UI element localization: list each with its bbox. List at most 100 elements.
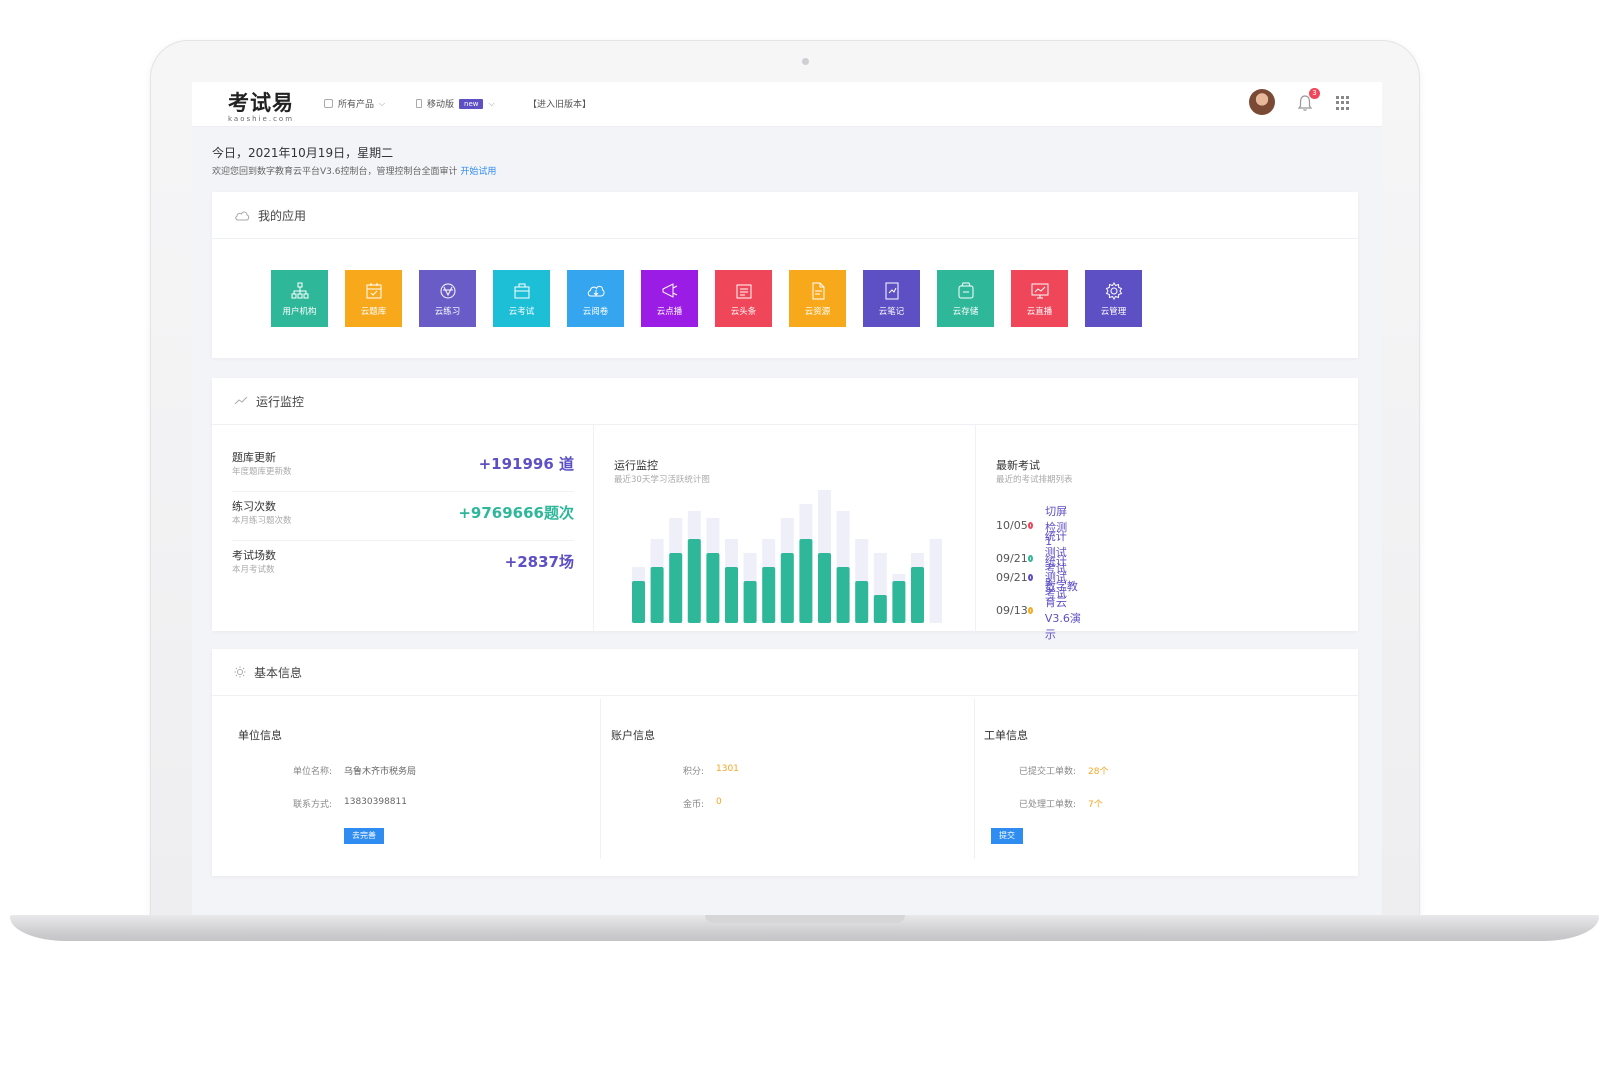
chart-column: 运行监控 最近30天学习活跃统计图 (594, 425, 975, 631)
app-tiles: 用户机构 云题库 云练习 云考试 云阅卷 云点播 云头条 云资源 云笔记 云存储 云直播 云管理 (271, 270, 1142, 327)
app-label: 云头条 (730, 306, 757, 317)
app-label: 云资源 (804, 306, 831, 317)
app-label: 云点播 (656, 306, 683, 317)
nav-mobile[interactable]: 移动版 new ⌵ (416, 97, 495, 110)
bar (743, 581, 757, 623)
new-badge: new (459, 98, 484, 109)
document-icon (812, 282, 824, 299)
logo[interactable]: 考试易 kaoshie.com (228, 87, 294, 123)
bar (799, 539, 813, 623)
status-dot-icon (1027, 606, 1033, 614)
welcome-text: 欢迎您回到数字教育云平台V3.6控制台，管理控制台全面审计 (212, 167, 458, 177)
cloud-icon (235, 211, 250, 220)
app-label: 云笔记 (878, 306, 905, 317)
trend-icon (234, 396, 248, 405)
divider (975, 425, 976, 631)
app-label: 云考试 (508, 306, 535, 317)
app-tile[interactable]: 云考试 (493, 270, 550, 327)
divider (593, 425, 594, 631)
bar (687, 539, 701, 623)
app-tile[interactable]: 云点播 (641, 270, 698, 327)
apps-panel-header: 我的应用 (212, 192, 1358, 239)
stat-sub: 本月考试数 (232, 565, 275, 575)
storage-icon (958, 282, 973, 298)
notification-count: 3 (1309, 88, 1320, 99)
stat-sub: 本月练习题次数 (232, 516, 292, 526)
stat-row: 考试场数 本月考试数 +2837场 (232, 541, 574, 589)
unit-name-value: 乌鲁木齐市税务局 (344, 767, 417, 777)
stat-title: 题库更新 (232, 451, 276, 464)
submitted-tickets-value: 28个 (1088, 767, 1109, 777)
cloud-icon (587, 285, 605, 296)
greeting-date: 今日，2021年10月19日，星期二 (212, 146, 394, 160)
processed-tickets-value: 7个 (1088, 800, 1103, 810)
activity-bar-chart (632, 490, 942, 623)
exam-date: 10/05 (996, 519, 1028, 532)
exams-title: 最新考试 (996, 459, 1040, 472)
app-tile[interactable]: 云笔记 (863, 270, 920, 327)
apps-panel: 我的应用 用户机构 云题库 云练习 云考试 云阅卷 云点播 云头条 云资源 云笔记 云存储 云直播 云… (212, 192, 1358, 358)
stat-row: 练习次数 本月练习题次数 +9769666题次 (232, 492, 574, 541)
laptop-notch (705, 915, 905, 923)
bar (855, 581, 869, 623)
processed-tickets-label: 已处理工单数: (1018, 800, 1076, 810)
nav-old-version[interactable]: 【进入旧版本】 (528, 97, 591, 110)
stat-value: +9769666题次 (458, 504, 574, 522)
app-label: 云题库 (360, 306, 387, 317)
app-tile[interactable]: 云管理 (1085, 270, 1142, 327)
app-tile[interactable]: 云存储 (937, 270, 994, 327)
start-trial-link[interactable]: 开始试用 (460, 167, 497, 177)
app-tile[interactable]: 云练习 (419, 270, 476, 327)
phone-icon (416, 99, 422, 108)
exam-row[interactable]: 09/21 统计测试考试 (996, 553, 1070, 601)
stat-value: +2837场 (504, 553, 574, 571)
gear-icon (1105, 281, 1122, 300)
apps-panel-title: 我的应用 (258, 208, 307, 223)
info-panel-title: 基本信息 (254, 665, 303, 680)
app-label: 云存储 (952, 306, 979, 317)
complete-info-button[interactable]: 去完善 (344, 828, 384, 844)
exam-name: 切屏检测1 (1045, 505, 1068, 548)
app-tile[interactable]: 云题库 (345, 270, 402, 327)
bar (836, 567, 850, 623)
chevron-down-icon: ⌵ (379, 98, 386, 108)
ticket-info-title: 工单信息 (984, 729, 1028, 742)
exam-row[interactable]: 10/05 切屏检测1 (996, 503, 1070, 548)
exam-date: 09/13 (996, 603, 1028, 617)
status-dot-icon (1027, 522, 1034, 529)
nav-label: 【进入旧版本】 (528, 100, 592, 110)
org-icon (291, 282, 308, 298)
app-tile[interactable]: 云头条 (715, 270, 772, 327)
apps-grid-icon[interactable] (1336, 96, 1350, 110)
exam-row[interactable]: 09/13 数字教育云V3.6演示 (996, 578, 1084, 642)
exam-date: 09/21 (996, 570, 1028, 584)
screen-icon (1031, 283, 1048, 298)
avatar[interactable] (1249, 89, 1275, 115)
unit-name-row: 单位名称: 乌鲁木齐市税务局 (272, 764, 416, 777)
greeting-welcome: 欢迎您回到数字教育云平台V3.6控制台，管理控制台全面审计 开始试用 (212, 164, 496, 177)
info-panel-header: 基本信息 (212, 649, 1358, 696)
processed-tickets-row: 已处理工单数: 7个 (1002, 797, 1103, 810)
app-tile[interactable]: 云直播 (1011, 270, 1068, 327)
nav-label: 所有产品 (338, 100, 375, 110)
bar (873, 595, 887, 623)
chevron-down-icon: ⌵ (488, 98, 495, 108)
divider (600, 699, 601, 859)
note-icon (885, 282, 898, 299)
nav-all-products[interactable]: 所有产品 ⌵ (324, 97, 385, 110)
stat-sub: 年度题库更新数 (232, 467, 292, 477)
stats-column: 题库更新 年度题库更新数 +191996 道 练习次数 本月练习题次数 +976… (212, 425, 593, 631)
submit-ticket-button[interactable]: 提交 (991, 828, 1023, 844)
unit-contact-row: 联系方式: 13830398811 (272, 797, 407, 810)
stat-row: 题库更新 年度题库更新数 +191996 道 (232, 443, 574, 492)
stat-title: 练习次数 (232, 500, 276, 513)
app-tile[interactable]: 用户机构 (271, 270, 328, 327)
app-tile[interactable]: 云资源 (789, 270, 846, 327)
globe-icon (440, 283, 455, 298)
coins-label: 金币: (682, 800, 704, 810)
logo-sub: kaoshie.com (228, 115, 295, 123)
app-tile[interactable]: 云阅卷 (567, 270, 624, 327)
bell-icon[interactable] (1297, 94, 1313, 112)
exam-row[interactable]: 09/21 统计测试考试3 (996, 528, 1070, 589)
exam-name: 数字教育云V3.6演示 (1044, 580, 1081, 641)
